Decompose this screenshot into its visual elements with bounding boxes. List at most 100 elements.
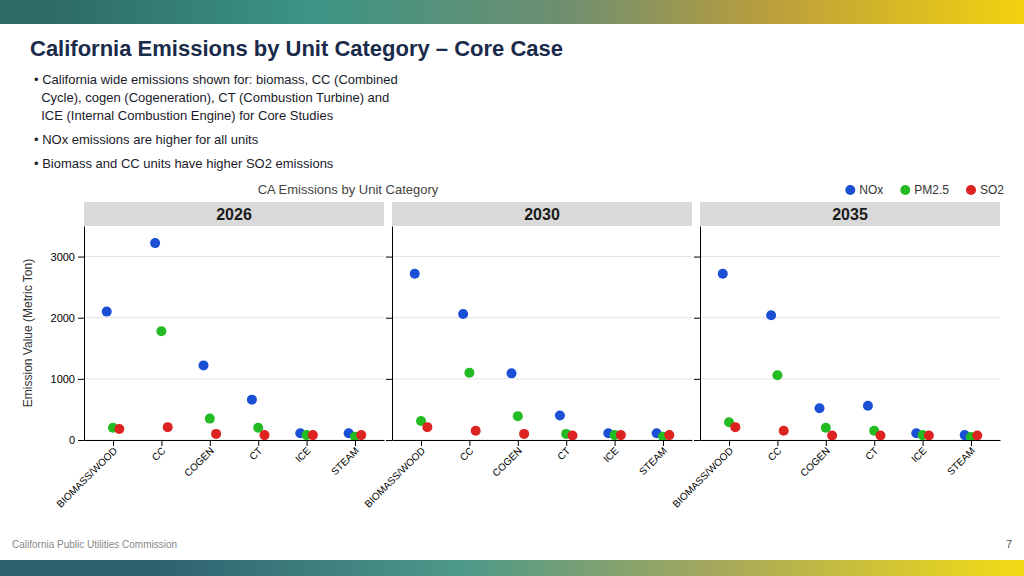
dot bbox=[259, 430, 269, 440]
y-tick bbox=[694, 257, 700, 258]
legend-item: SO2 bbox=[966, 183, 1004, 197]
grid-line bbox=[700, 378, 1000, 379]
dot bbox=[199, 360, 209, 370]
x-tick-label: STEAM bbox=[637, 445, 669, 477]
dot bbox=[616, 430, 626, 440]
y-tick bbox=[386, 257, 392, 258]
x-tick-mark bbox=[421, 440, 422, 446]
x-tick: STEAM bbox=[945, 440, 977, 477]
y-axis bbox=[694, 227, 701, 441]
dot bbox=[422, 422, 432, 432]
grid-line bbox=[84, 317, 384, 318]
legend-item: NOx bbox=[845, 183, 883, 197]
x-tick-label: CC bbox=[766, 445, 784, 463]
y-tick-mark bbox=[694, 318, 700, 319]
dot bbox=[205, 414, 215, 424]
x-tick-label: CT bbox=[247, 445, 264, 462]
x-axis-line bbox=[393, 440, 693, 441]
dot bbox=[519, 429, 529, 439]
legend-marker bbox=[966, 185, 976, 195]
y-axis-line bbox=[392, 227, 393, 441]
panel-header bbox=[392, 202, 692, 226]
x-tick-label: CC bbox=[150, 445, 168, 463]
x-tick: ICE bbox=[909, 440, 929, 465]
dot bbox=[567, 430, 577, 440]
dot bbox=[815, 403, 825, 413]
x-tick: ICE bbox=[601, 440, 621, 465]
bullet: • Biomass and CC units have higher SO2 e… bbox=[34, 156, 334, 171]
grid bbox=[392, 257, 692, 440]
x-tick-mark bbox=[566, 440, 567, 446]
y-tick: 1000 bbox=[51, 373, 84, 385]
marks bbox=[718, 269, 983, 440]
y-tick-mark bbox=[386, 257, 392, 258]
dot bbox=[664, 430, 674, 440]
page-number: 7 bbox=[1006, 538, 1012, 550]
x-tick-mark bbox=[923, 440, 924, 446]
y-tick-mark bbox=[694, 440, 700, 441]
series bbox=[718, 269, 970, 440]
series bbox=[730, 422, 982, 440]
y-axis-line bbox=[84, 227, 85, 441]
legend: NOxPM2.5SO2 bbox=[845, 183, 1004, 197]
x-tick-mark bbox=[971, 440, 972, 446]
bottom-bar bbox=[0, 560, 1024, 576]
x-tick-label: CT bbox=[863, 445, 880, 462]
x-tick: CT bbox=[863, 440, 880, 462]
dot bbox=[464, 368, 474, 378]
y-tick-mark bbox=[386, 440, 392, 441]
x-tick-mark bbox=[210, 440, 211, 446]
x-tick-mark bbox=[469, 440, 470, 446]
dot bbox=[163, 422, 173, 432]
grid-line bbox=[84, 378, 384, 379]
x-tick-label: STEAM bbox=[329, 445, 361, 477]
series bbox=[102, 238, 354, 438]
y-tick: 0 bbox=[69, 434, 84, 446]
plot: BIOMASS/WOODCCCOGENCTICESTEAM bbox=[670, 227, 1000, 510]
x-tick-label: ICE bbox=[293, 445, 313, 465]
grid bbox=[700, 257, 1000, 440]
top-bar bbox=[0, 0, 1024, 24]
y-tick bbox=[694, 318, 700, 319]
x-axis-line bbox=[701, 440, 1001, 441]
dot bbox=[863, 401, 873, 411]
x-tick: STEAM bbox=[329, 440, 361, 477]
x-tick-mark bbox=[874, 440, 875, 446]
dot bbox=[356, 430, 366, 440]
x-axis: BIOMASS/WOODCCCOGENCTICESTEAM bbox=[670, 440, 1000, 510]
slide-title: California Emissions by Unit Category – … bbox=[30, 36, 563, 61]
plot: 0100020003000BIOMASS/WOODCCCOGENCTICESTE… bbox=[51, 227, 385, 510]
y-tick-label: 1000 bbox=[51, 373, 75, 385]
x-tick: COGEN bbox=[490, 440, 524, 479]
dot bbox=[410, 269, 420, 279]
panel: 2035BIOMASS/WOODCCCOGENCTICESTEAM bbox=[670, 202, 1000, 510]
x-tick-mark bbox=[663, 440, 664, 446]
dot bbox=[458, 309, 468, 319]
y-tick bbox=[386, 318, 392, 319]
x-tick-label: BIOMASS/WOOD bbox=[670, 445, 735, 510]
y-tick-mark bbox=[386, 318, 392, 319]
x-tick: CT bbox=[247, 440, 264, 462]
dot bbox=[718, 269, 728, 279]
panel-title: 2026 bbox=[216, 206, 252, 223]
legend-label: NOx bbox=[859, 183, 883, 197]
y-tick-mark bbox=[78, 379, 84, 380]
grid-line bbox=[700, 317, 1000, 318]
x-tick-label: COGEN bbox=[490, 445, 524, 479]
y-axis-title: Emission Value (Metric Ton) bbox=[21, 259, 35, 407]
bullet: • NOx emissions are higher for all units bbox=[34, 132, 259, 147]
y-axis-line bbox=[700, 227, 701, 441]
bullet: Cycle), cogen (Cogeneration), CT (Combus… bbox=[34, 90, 389, 105]
legend-label: SO2 bbox=[980, 183, 1004, 197]
x-axis-line bbox=[85, 440, 385, 441]
x-tick-mark bbox=[258, 440, 259, 446]
y-tick-mark bbox=[386, 379, 392, 380]
dot bbox=[972, 430, 982, 440]
panel-title: 2035 bbox=[832, 206, 868, 223]
x-tick: BIOMASS/WOOD bbox=[362, 440, 427, 510]
x-tick-mark bbox=[729, 440, 730, 446]
grid-line bbox=[392, 378, 692, 379]
y-tick-label: 3000 bbox=[51, 251, 75, 263]
grid-line bbox=[392, 440, 692, 441]
x-tick: CC bbox=[766, 440, 784, 463]
